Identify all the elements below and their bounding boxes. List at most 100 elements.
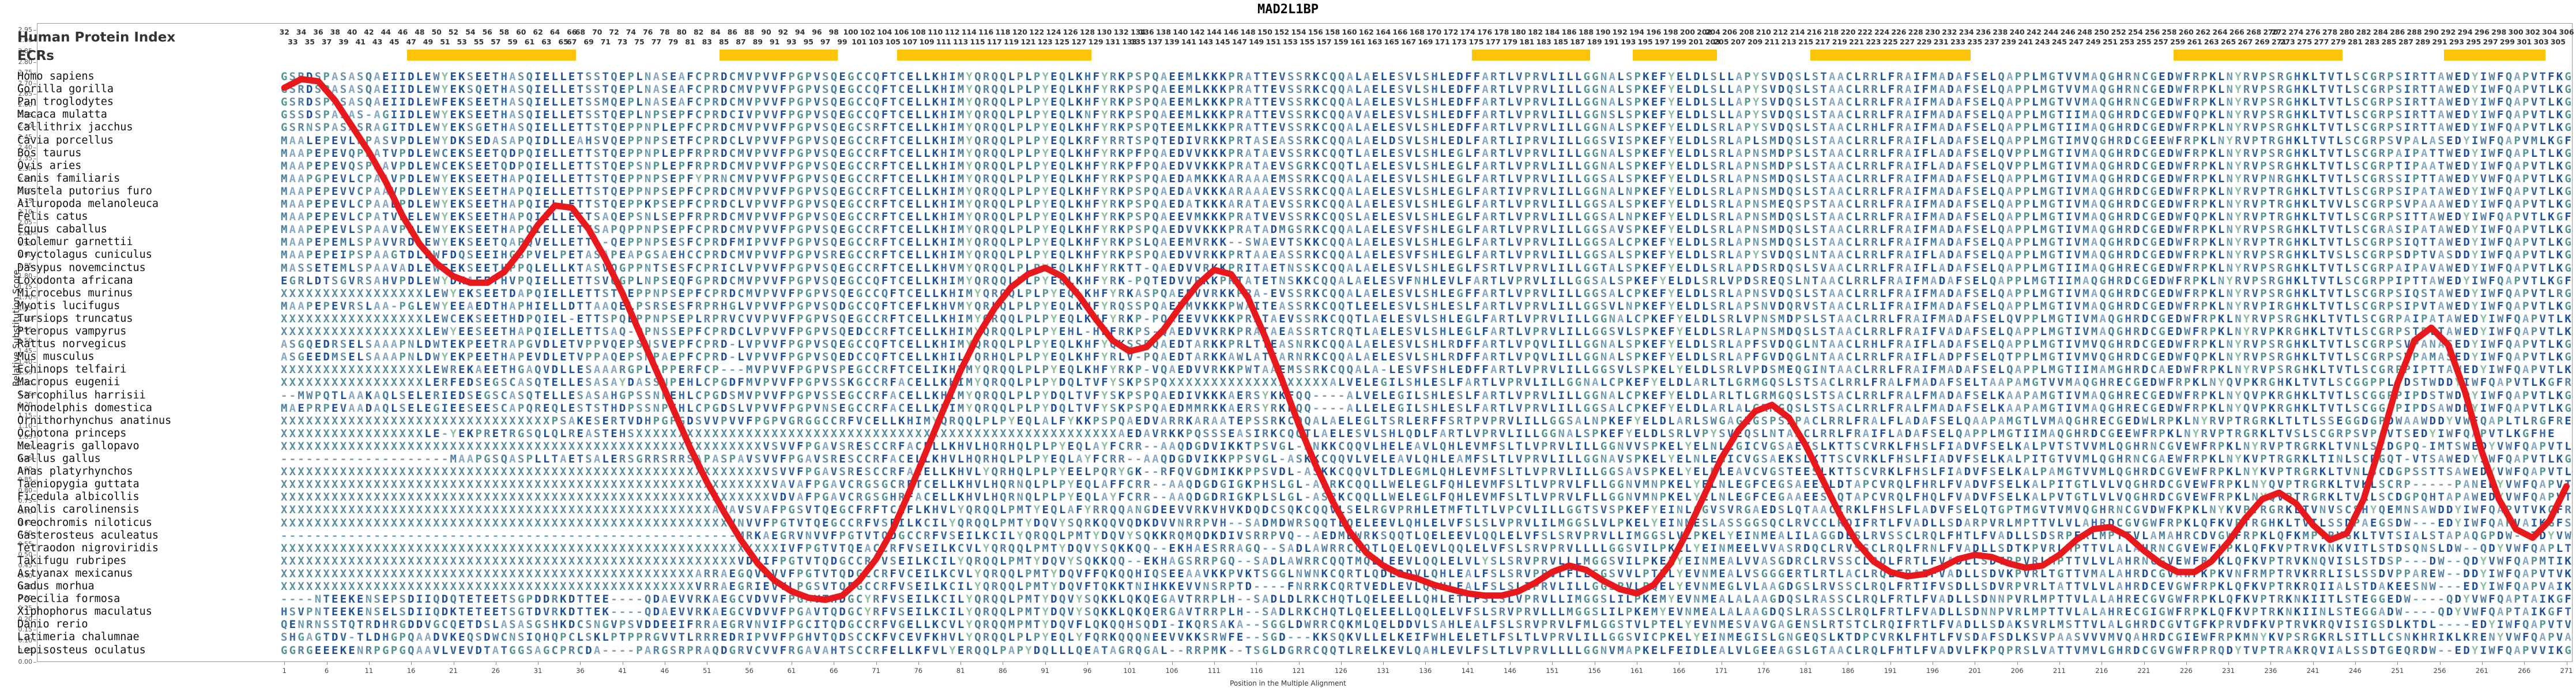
- human-index-number: 57: [486, 37, 506, 46]
- human-index-number: 234: [1957, 28, 1976, 36]
- human-index-number: 92: [773, 28, 793, 36]
- y-tick-mark: [33, 383, 36, 384]
- x-tick-label: 226: [2175, 667, 2198, 675]
- species-label: Oryctolagus cuniculus: [17, 249, 152, 261]
- human-index-number: 111: [934, 37, 954, 46]
- human-index-number: 235: [1965, 37, 1984, 46]
- species-label: Rattus norvegicus: [17, 338, 126, 351]
- species-label: Latimeria chalumnae: [17, 631, 140, 644]
- human-index-number: 148: [1238, 28, 1258, 36]
- x-tick-label: 261: [2470, 667, 2494, 675]
- sequence-row: GSSDSPASAS-AGIIDLEWYEKSEETHASQIELLETSSTQ…: [281, 108, 2573, 121]
- x-tick-label: 161: [1625, 667, 1648, 675]
- human-index-number: 79: [664, 37, 683, 46]
- ecr-segment: [2444, 50, 2545, 61]
- human-index-number: 289: [2413, 37, 2432, 46]
- y-tick-label: 0.95: [6, 455, 33, 461]
- human-index-number: 129: [1086, 37, 1106, 46]
- y-tick-label: 0.25: [6, 605, 33, 611]
- human-index-number: 62: [528, 28, 548, 36]
- human-index-number: 64: [545, 28, 565, 36]
- x-tick-label: 271: [2555, 667, 2576, 675]
- x-tick-label: 71: [865, 667, 888, 675]
- x-tick-mark: [2439, 662, 2441, 665]
- human-index-number: 221: [1847, 37, 1866, 46]
- plot-border: [37, 23, 2573, 662]
- human-index-number: 197: [1652, 37, 1672, 46]
- y-tick-label: 1.05: [6, 434, 33, 440]
- human-index-number: 231: [1931, 37, 1951, 46]
- y-tick-label: 2.40: [6, 144, 33, 151]
- human-index-number: 191: [1602, 37, 1621, 46]
- human-index-number: 178: [1492, 28, 1511, 36]
- y-tick-label: 2.05: [6, 219, 33, 225]
- y-tick-label: 1.45: [6, 348, 33, 354]
- human-index-number: 78: [655, 28, 675, 36]
- sequence-row: GSRDSPASASQAEIIDLEWFEKSEETHASQIELLETSSMQ…: [281, 96, 2573, 108]
- species-label: Tursiops truncatus: [17, 313, 133, 325]
- sequence-row: XXXXXXXXXXXXXXXXXXXXXXXXXXXXXXXXXXXXXXXX…: [281, 580, 2573, 593]
- x-tick-label: 181: [1794, 667, 1817, 675]
- human-index-number: 71: [596, 37, 615, 46]
- sequence-row: --------------------MAAPGSQASPLLTAETSALE…: [281, 453, 2573, 465]
- human-index-number: 229: [1914, 37, 1934, 46]
- human-index-number: 305: [2548, 37, 2568, 46]
- human-index-number: 53: [452, 37, 472, 46]
- human-index-number: 186: [1560, 28, 1579, 36]
- x-tick-label: 201: [1963, 667, 1986, 675]
- human-index-number: 122: [1027, 28, 1046, 36]
- human-index-number: 81: [680, 37, 700, 46]
- human-index-number: 268: [2244, 28, 2264, 36]
- y-tick-mark: [33, 458, 36, 459]
- species-label: Gallus gallus: [17, 453, 101, 465]
- sequence-row: ----------------------------------------…: [281, 529, 2573, 542]
- human-index-number: 254: [2126, 28, 2145, 36]
- human-index-number: 140: [1170, 28, 1190, 36]
- y-tick-label: 1.55: [6, 326, 33, 333]
- human-index-number: 138: [1154, 28, 1173, 36]
- human-index-number: 238: [1990, 28, 2010, 36]
- species-label: Homo sapiens: [17, 70, 95, 83]
- human-index-number: 143: [1196, 37, 1215, 46]
- ecr-segment: [1810, 50, 1971, 61]
- sequence-row: GSRNSPASASRAGITDLEWYEKSGETHASQIELLETTSTQ…: [281, 121, 2573, 134]
- y-tick-label: 1.65: [6, 305, 33, 311]
- human-index-number: 283: [2362, 37, 2382, 46]
- human-index-number: 202: [1694, 28, 1714, 36]
- human-index-number: 43: [368, 37, 387, 46]
- human-index-number: 93: [782, 37, 801, 46]
- human-index-number: 89: [748, 37, 767, 46]
- x-tick-mark: [580, 662, 581, 665]
- x-tick-label: 246: [2344, 667, 2367, 675]
- human-index-number: 150: [1255, 28, 1275, 36]
- sequence-row: MAEPRPEVAADAQLSELEGIEESEESCAPQREQLESTSTH…: [281, 402, 2573, 415]
- y-tick-mark: [33, 244, 36, 245]
- sequence-row: XXXXXXXXXXXXXXXXXXXXXXXXXXXXXXXXXXXXXXXX…: [281, 542, 2573, 555]
- species-label: Gorilla gorilla: [17, 83, 114, 96]
- sequence-row: MAAPEPEVQPPATVPDLEWCEKSEETQDPQIELLETTSTQ…: [281, 147, 2573, 160]
- species-label: Dasypus novemcinctus: [17, 262, 146, 274]
- y-tick-mark: [33, 576, 36, 577]
- x-tick-mark: [1172, 662, 1173, 665]
- x-tick-mark: [2059, 662, 2060, 665]
- human-index-number: 237: [1982, 37, 2002, 46]
- human-index-number: 243: [2033, 37, 2052, 46]
- human-index-number: 236: [1974, 28, 1993, 36]
- human-index-number: 145: [1213, 37, 1233, 46]
- y-tick-label: 1.90: [6, 251, 33, 258]
- human-index-number: 182: [1526, 28, 1545, 36]
- y-tick-label: 2.75: [6, 69, 33, 76]
- human-index-number: 86: [722, 28, 742, 36]
- y-tick-mark: [33, 619, 36, 620]
- human-index-number: 153: [1281, 37, 1300, 46]
- human-index-number: 195: [1636, 37, 1655, 46]
- human-index-number: 95: [799, 37, 818, 46]
- human-index-number: 210: [1754, 28, 1773, 36]
- species-label: Equus caballus: [17, 223, 107, 236]
- y-tick-label: 2.95: [6, 27, 33, 33]
- human-index-number: 180: [1509, 28, 1528, 36]
- sequence-row: ASGQEDRSELSAAAPNLDWTEKPEETRAPGVDLETVPPVQ…: [281, 338, 2573, 351]
- x-tick-label: 206: [2006, 667, 2029, 675]
- y-tick-label: 1.30: [6, 380, 33, 386]
- human-index-number: 151: [1264, 37, 1283, 46]
